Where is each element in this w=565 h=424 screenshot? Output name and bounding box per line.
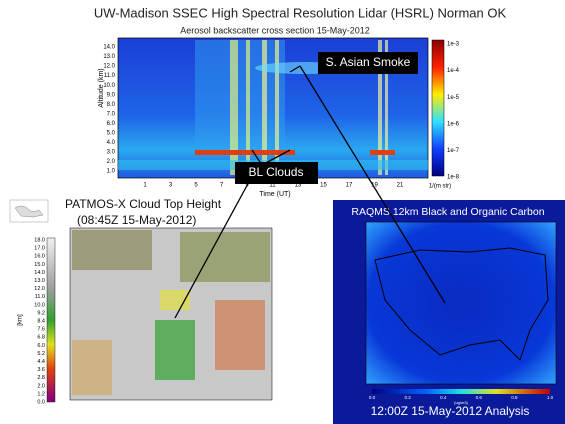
- patmos-colorbar-tick: 14.0: [34, 270, 45, 276]
- lidar-colorbar-tick: 1e-5: [447, 95, 460, 101]
- lidar-y-tick: 10.0: [103, 83, 115, 89]
- globe-land: [14, 205, 44, 218]
- raqms-colorbar-tick: 0.0: [369, 395, 376, 400]
- raqms-colorbar-tick: 0.2: [404, 395, 411, 400]
- lidar-y-tick: 12.0: [103, 64, 115, 70]
- lidar-x-tick: 11: [269, 183, 276, 189]
- patmos-colorbar-tick: 4.4: [37, 359, 45, 365]
- lidar-x-tick: 21: [397, 183, 404, 189]
- lidar-y-label: Altitude (km): [98, 68, 105, 107]
- patmos-subtitle: (08:45Z 15-May-2012): [77, 213, 196, 227]
- lidar-colorbar-tick: 1e-6: [447, 121, 460, 127]
- lidar-y-tick: 2.0: [107, 159, 116, 165]
- raqms-coastline: [374, 247, 549, 361]
- lidar-y-tick: 6.0: [107, 121, 116, 127]
- lidar-y-tick: 5.0: [107, 131, 116, 137]
- lidar-colorbar-tick: 1e-7: [447, 148, 460, 154]
- patmos-title: PATMOS-X Cloud Top Height: [65, 197, 222, 211]
- lidar-y-tick: 11.0: [104, 73, 116, 79]
- raqms-map: [365, 221, 557, 385]
- lidar-x-tick: 3: [169, 183, 173, 189]
- patmos-colorbar-tick: 2.8: [37, 375, 45, 381]
- patmos-colorbar-tick: 6.0: [37, 343, 45, 349]
- lidar-y-tick: 4.0: [107, 140, 116, 146]
- raqms-colorbar-ticks: 0.0 0.2 0.4 0.6 0.8 1.0: [369, 395, 554, 400]
- raqms-footer: 12:00Z 15-May-2012 Analysis: [371, 404, 530, 418]
- raqms-colorbar-tick: 0.8: [511, 395, 518, 400]
- lidar-y-ticks: 14.0 13.0 12.0 11.0 10.0 9.0 8.0 7.0 6.0 5.0 4.0 3.…: [103, 45, 115, 175]
- patmos-colorbar-tick: 8.4: [37, 318, 45, 324]
- lidar-x-tick: 1: [143, 183, 147, 189]
- lidar-x-tick: 17: [346, 183, 353, 189]
- slide-title: UW-Madison SSEC High Spectral Resolution…: [94, 5, 507, 20]
- patmos-unit: [km]: [18, 314, 24, 326]
- patmos-colorbar-ticks: 18.0 17.0 16.0 15.0 14.0 13.0 12.0 11.0 10.0 9.2 8…: [34, 237, 45, 405]
- patmos-colorbar-tick: 9.2: [37, 310, 45, 316]
- lidar-subtitle: Aerosol backscatter cross section 15-May…: [180, 25, 370, 35]
- patmos-colorbar-tick: 11.0: [35, 294, 45, 300]
- raqms-colorbar: [372, 389, 550, 394]
- lidar-colorbar-tick: 1e-8: [447, 175, 460, 181]
- smoke-callout-text: S. Asian Smoke: [326, 55, 411, 69]
- lidar-colorbar-tick: 1e-3: [447, 42, 460, 48]
- raqms-title: RAQMS 12km Black and Organic Carbon: [351, 206, 544, 218]
- patmos-clouds: [72, 230, 270, 395]
- patmos-colorbar-tick: 6.8: [37, 335, 45, 341]
- lidar-x-tick: 7: [220, 183, 224, 189]
- lidar-y-tick: 13.0: [103, 54, 115, 60]
- smoke-callout: [318, 52, 418, 74]
- clouds-callout: [235, 162, 318, 184]
- patmos-colorbar-tick: 2.0: [37, 383, 45, 389]
- patmos-colorbar-tick: 1.2: [37, 391, 45, 397]
- patmos-colorbar: [46, 237, 56, 403]
- patmos-colorbar-tick: 15.0: [34, 262, 45, 268]
- lidar-x-tick: 13: [295, 183, 302, 189]
- lidar-x-label: Time (UT): [259, 191, 290, 198]
- lidar-y-tick: 1.0: [107, 169, 116, 175]
- patmos-colorbar-tick: 12.0: [34, 286, 45, 292]
- raqms-unit: (ug/m3): [454, 400, 468, 405]
- patmos-colorbar-tick: 3.6: [37, 367, 45, 373]
- patmos-colorbar-tick: 13.0: [34, 278, 45, 284]
- patmos-colorbar-tick: 7.6: [37, 327, 45, 333]
- patmos-colorbar-tick: 0.0: [37, 399, 45, 405]
- patmos-colorbar-tick: 10.0: [34, 302, 45, 308]
- lidar-x-tick: 5: [194, 183, 198, 189]
- lidar-colorbar: [431, 39, 445, 177]
- lidar-y-tick: 8.0: [107, 102, 116, 108]
- lidar-y-tick: 9.0: [107, 92, 116, 98]
- raqms-colorbar-tick: 0.6: [476, 395, 483, 400]
- patmos-colorbar-tick: 17.0: [34, 246, 45, 252]
- patmos-colorbar-tick: 18.0: [34, 237, 45, 243]
- lidar-x-tick: 19: [371, 183, 378, 189]
- lidar-colorbar-tick: 1e-4: [447, 68, 460, 74]
- lidar-x-tick: 15: [320, 183, 327, 189]
- lidar-colorbar-ticks: 1e-3 1e-4 1e-5 1e-6 1e-7 1e-8: [447, 42, 460, 181]
- lidar-y-tick: 3.0: [107, 150, 116, 156]
- raqms-colorbar-tick: 0.4: [440, 395, 447, 400]
- clouds-callout-text: BL Clouds: [249, 165, 304, 179]
- raqms-colorbar-tick: 1.0: [547, 395, 554, 400]
- patmos-colorbar-tick: 5.2: [37, 351, 45, 357]
- lidar-y-tick: 7.0: [107, 111, 116, 117]
- patmos-colorbar-tick: 16.0: [34, 254, 45, 260]
- lidar-y-tick: 14.0: [103, 45, 115, 51]
- lidar-colorbar-unit: 1/(m str): [429, 184, 451, 190]
